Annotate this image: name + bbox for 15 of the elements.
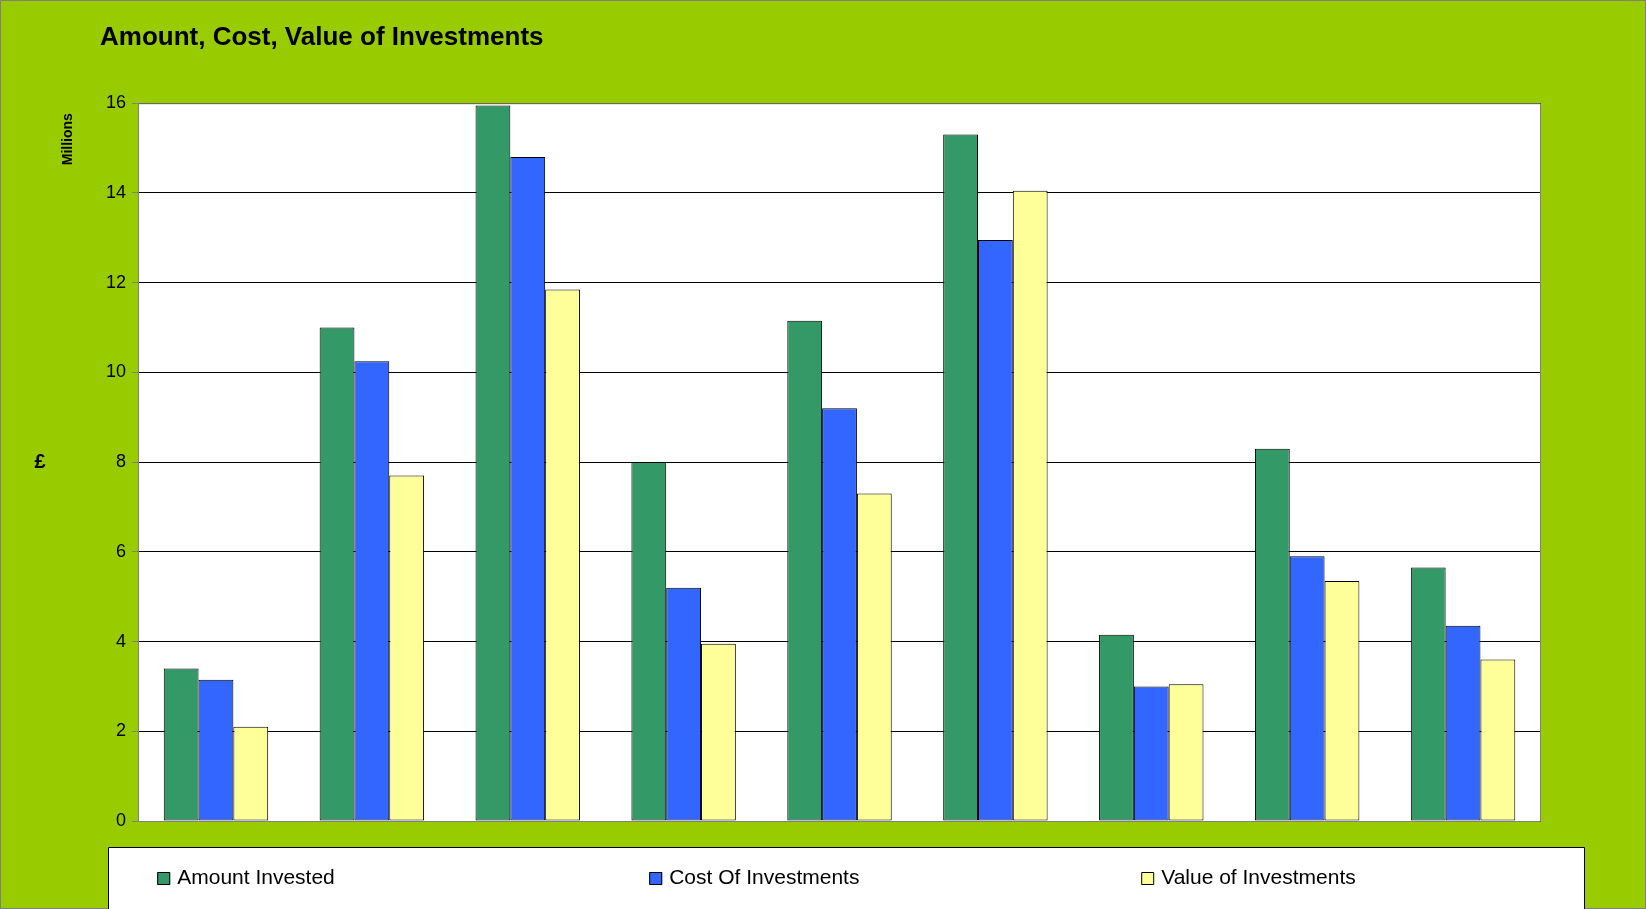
legend-label: Cost Of Investments: [669, 864, 860, 888]
y-tick-label: 14: [105, 181, 127, 202]
text: Millions: [58, 112, 75, 166]
y-tick-label: 16: [105, 92, 127, 113]
legend-label: Value of Investments: [1161, 864, 1356, 888]
y-tick-label: 0: [116, 809, 127, 830]
y-tick-label: 8: [116, 451, 127, 472]
y-tick-label: 10: [105, 361, 127, 382]
legend-label: Amount Invested: [177, 864, 335, 888]
chart-title: Amount, Cost, Value of Investments: [100, 20, 544, 51]
y-tick-label: 12: [105, 271, 127, 292]
y-tick-label: 4: [116, 630, 127, 651]
y-tick-label: 2: [116, 720, 127, 741]
y-axis-title: £: [34, 449, 46, 472]
y-tick-label: 6: [116, 540, 127, 561]
